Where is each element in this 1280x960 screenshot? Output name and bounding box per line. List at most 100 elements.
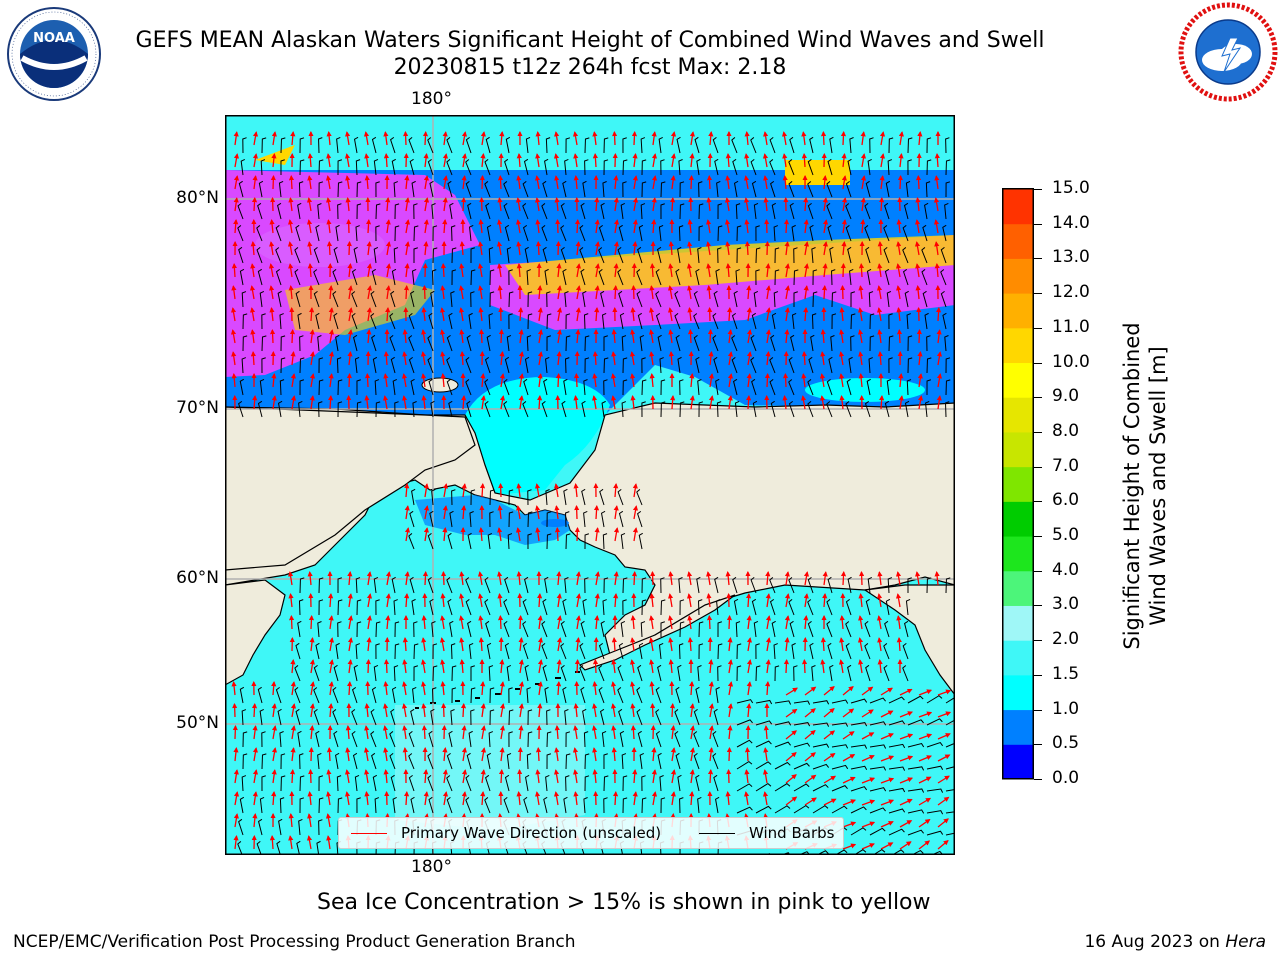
wind-barb — [242, 137, 247, 154]
wave-arrow — [785, 708, 798, 718]
wind-barb — [412, 401, 417, 418]
wave-arrow — [421, 329, 427, 344]
wind-barb — [944, 401, 950, 418]
wave-arrow — [611, 636, 617, 652]
wind-barb — [733, 180, 739, 198]
wave-arrow — [937, 818, 949, 828]
wind-barb — [807, 181, 814, 198]
wave-arrow — [440, 659, 446, 674]
colorbar-segment — [1003, 744, 1033, 780]
wind-barb — [451, 247, 457, 264]
wave-arrow — [668, 241, 674, 256]
wave-arrow — [423, 175, 429, 190]
colorbar-segment — [1003, 327, 1033, 364]
wave-arrow — [230, 307, 237, 322]
wind-barb — [598, 247, 605, 264]
wind-barb — [279, 379, 285, 396]
wave-arrow — [347, 637, 354, 652]
wave-arrow — [706, 174, 713, 190]
wave-arrow — [784, 263, 791, 278]
wind-barb — [807, 158, 814, 176]
wave-arrow — [897, 174, 903, 190]
wave-arrow — [364, 153, 370, 168]
wind-barb — [356, 401, 362, 418]
wave-arrow — [516, 791, 522, 806]
wave-arrow — [404, 175, 410, 190]
wave-arrow — [556, 571, 562, 586]
wave-arrow — [250, 329, 256, 344]
wave-arrow — [461, 483, 467, 498]
wave-arrow — [764, 372, 771, 388]
wave-arrow — [880, 821, 894, 828]
wave-arrow — [364, 395, 370, 410]
wave-arrow — [649, 262, 656, 278]
wave-arrow — [459, 571, 465, 586]
wind-barb — [940, 246, 947, 264]
wind-barb — [451, 489, 456, 506]
wind-barb — [280, 335, 286, 352]
wind-barb — [679, 401, 685, 418]
wind-barb — [488, 313, 493, 330]
wind-barb — [261, 313, 266, 330]
wave-arrow — [801, 131, 807, 146]
wave-arrow — [785, 774, 797, 784]
wind-barb — [332, 291, 339, 308]
wave-arrow — [649, 615, 655, 630]
wind-barb — [280, 137, 286, 154]
wind-barb — [526, 335, 532, 352]
wind-barb — [826, 203, 833, 220]
wave-arrow — [898, 153, 904, 168]
wave-arrow — [934, 152, 940, 168]
wave-arrow — [517, 614, 524, 630]
wave-arrow — [689, 373, 695, 388]
wave-arrow — [823, 730, 836, 740]
wind-barb — [773, 225, 779, 242]
wave-arrow — [250, 263, 256, 278]
wind-barb — [693, 334, 700, 352]
wind-barb — [524, 246, 529, 264]
wave-arrow — [899, 841, 912, 850]
wave-arrow — [497, 571, 503, 586]
wind-barb — [660, 577, 665, 594]
wave-arrow — [440, 615, 446, 630]
wind-barb — [793, 247, 798, 264]
wave-arrow — [706, 285, 712, 300]
wind-barb — [408, 533, 415, 550]
wave-arrow — [480, 769, 486, 784]
wave-arrow — [347, 571, 353, 586]
wave-arrow — [249, 307, 256, 322]
wave-arrow — [630, 329, 636, 344]
wave-arrow — [899, 688, 913, 696]
wave-arrow — [252, 153, 259, 168]
wind-barb — [446, 137, 453, 154]
wave-arrow — [385, 593, 391, 608]
wave-arrow — [804, 686, 817, 696]
wave-arrow — [231, 285, 237, 300]
wave-arrow — [842, 821, 857, 828]
wave-arrow — [763, 131, 769, 146]
wave-arrow — [840, 130, 847, 146]
colorbar-tick-label: 1.5 — [1052, 663, 1080, 684]
wave-arrow — [309, 306, 315, 322]
wave-arrow — [499, 725, 506, 740]
wave-arrow — [309, 351, 316, 366]
wave-arrow — [537, 329, 544, 344]
wind-barb — [526, 269, 531, 286]
wind-barb — [581, 400, 586, 418]
wave-arrow — [459, 263, 465, 278]
wave-arrow — [422, 284, 428, 300]
wave-arrow — [249, 285, 256, 300]
wind-barb — [755, 247, 761, 264]
wind-barb — [525, 136, 531, 154]
map-legend: Primary Wave Direction (unscaled) Wind B… — [338, 817, 844, 849]
wind-barb — [527, 533, 532, 550]
wave-arrow — [308, 768, 314, 784]
wave-arrow — [404, 527, 411, 542]
wave-arrow — [686, 593, 693, 608]
wind-barb — [427, 532, 434, 550]
wave-arrow — [290, 131, 296, 146]
wave-arrow — [458, 307, 465, 322]
wave-arrow — [724, 219, 731, 234]
wind-barb — [866, 378, 871, 396]
wave-arrow — [422, 570, 429, 586]
